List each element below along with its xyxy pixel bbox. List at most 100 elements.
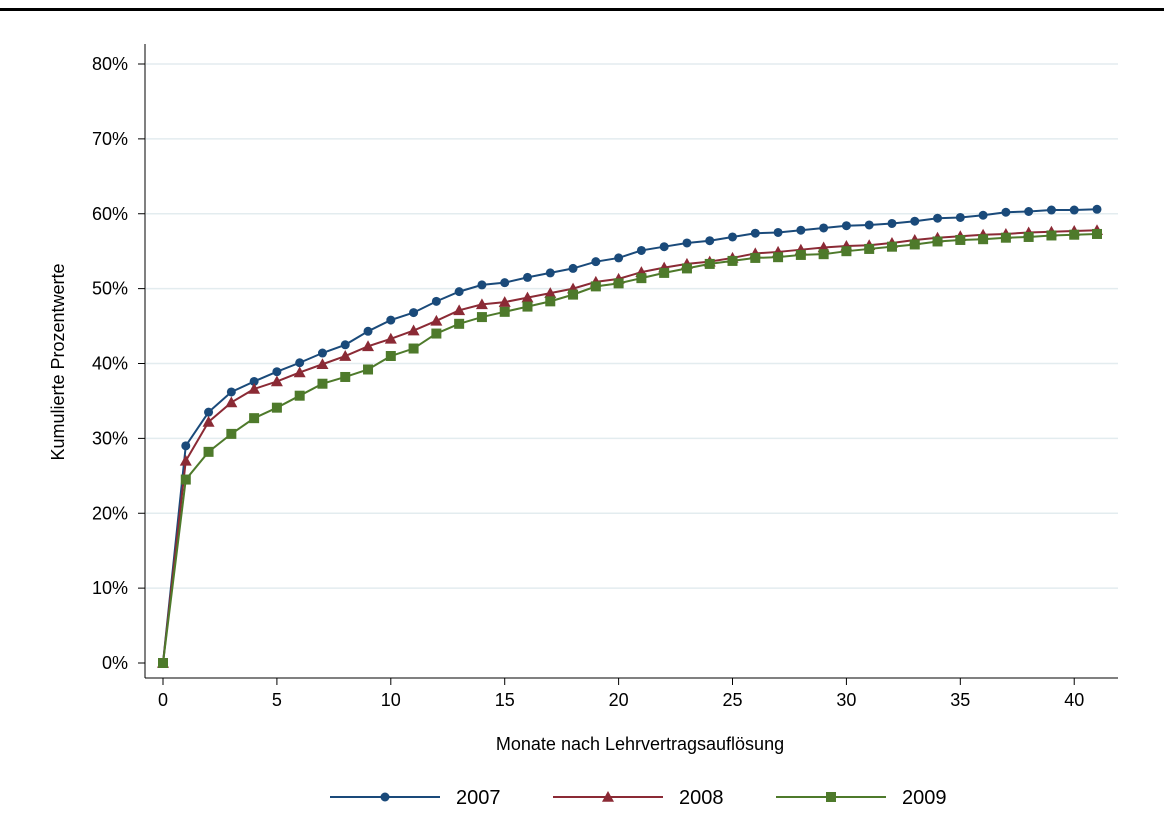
axes bbox=[144, 44, 1118, 679]
data-point bbox=[179, 454, 192, 466]
legend-marker bbox=[826, 792, 836, 802]
data-point bbox=[818, 249, 829, 260]
data-point bbox=[453, 304, 466, 316]
data-point bbox=[909, 239, 920, 250]
data-point bbox=[225, 396, 238, 408]
data-point bbox=[317, 348, 327, 358]
data-point bbox=[590, 281, 601, 292]
data-point bbox=[522, 272, 532, 282]
y-tick-label: 80% bbox=[92, 54, 128, 74]
data-point bbox=[933, 213, 943, 223]
data-point bbox=[1046, 205, 1056, 215]
data-point bbox=[636, 273, 647, 284]
data-point bbox=[431, 328, 442, 339]
data-point bbox=[932, 236, 943, 247]
data-point bbox=[500, 278, 510, 288]
data-point bbox=[955, 212, 965, 222]
data-point bbox=[545, 296, 556, 307]
data-point bbox=[705, 236, 715, 246]
y-tick-label: 40% bbox=[92, 354, 128, 374]
data-point bbox=[1024, 207, 1034, 217]
data-point bbox=[681, 263, 692, 274]
x-axis-title: Monate nach Lehrvertragsauflösung bbox=[496, 734, 784, 754]
data-point bbox=[568, 289, 579, 300]
data-point bbox=[1092, 204, 1102, 214]
data-point bbox=[477, 280, 487, 290]
data-point bbox=[613, 278, 624, 289]
data-point bbox=[796, 225, 806, 235]
data-point bbox=[181, 441, 191, 451]
data-point bbox=[454, 318, 465, 329]
legend-label: 2008 bbox=[679, 787, 724, 809]
data-point bbox=[384, 332, 397, 344]
x-tick-label: 40 bbox=[1064, 690, 1084, 710]
series-2008 bbox=[157, 224, 1103, 668]
data-point bbox=[955, 234, 966, 245]
grid-lines bbox=[146, 63, 1118, 589]
data-point bbox=[910, 216, 920, 226]
data-point bbox=[498, 296, 511, 307]
x-tick-label: 35 bbox=[950, 690, 970, 710]
x-tick-label: 10 bbox=[381, 690, 401, 710]
data-point bbox=[1092, 228, 1102, 239]
series-line bbox=[162, 229, 1098, 664]
data-point bbox=[682, 238, 692, 248]
data-point bbox=[795, 249, 806, 260]
legend-item-2007: 2007 bbox=[330, 787, 501, 809]
series-line bbox=[162, 232, 1098, 664]
x-tick-label: 25 bbox=[722, 690, 742, 710]
y-tick-label: 10% bbox=[92, 578, 128, 598]
y-axis-title: Kumulierte Prozentwerte bbox=[48, 263, 68, 460]
data-point bbox=[202, 415, 215, 427]
data-point bbox=[294, 390, 305, 401]
data-point bbox=[544, 287, 557, 298]
y-tick-label: 50% bbox=[92, 279, 128, 299]
data-point bbox=[522, 301, 533, 312]
y-tick-label: 30% bbox=[92, 428, 128, 448]
data-point bbox=[864, 243, 875, 254]
legend-label: 2009 bbox=[902, 787, 947, 809]
data-point bbox=[591, 257, 601, 267]
x-tick-label: 20 bbox=[609, 690, 629, 710]
data-point bbox=[978, 234, 989, 245]
data-point bbox=[499, 306, 510, 317]
legend-marker bbox=[380, 792, 390, 802]
data-point bbox=[614, 253, 624, 263]
x-tick-label: 0 bbox=[158, 690, 168, 710]
data-point bbox=[864, 220, 874, 230]
data-point bbox=[408, 343, 419, 354]
data-point bbox=[430, 314, 443, 326]
data-point bbox=[1001, 207, 1011, 217]
data-point bbox=[704, 258, 715, 269]
data-point bbox=[293, 366, 306, 378]
data-point bbox=[841, 221, 851, 231]
x-tick-label: 30 bbox=[836, 690, 856, 710]
data-point bbox=[270, 375, 283, 387]
y-axis-ticks: 0% 10% 20% 30% 40% 50% 60% 70% 80% bbox=[92, 54, 145, 673]
data-point bbox=[385, 351, 396, 362]
data-point bbox=[362, 340, 375, 352]
x-axis-ticks: 0 5 10 15 20 25 30 35 40 bbox=[158, 678, 1084, 710]
y-tick-label: 70% bbox=[92, 129, 128, 149]
data-point bbox=[340, 340, 350, 350]
y-tick-label: 20% bbox=[92, 503, 128, 523]
data-point bbox=[204, 407, 214, 417]
data-series bbox=[157, 204, 1103, 668]
legend-label: 2007 bbox=[456, 787, 501, 809]
series-line bbox=[162, 208, 1098, 664]
data-point bbox=[819, 223, 829, 233]
data-point bbox=[773, 252, 784, 263]
x-tick-label: 5 bbox=[272, 690, 282, 710]
legend-marker bbox=[602, 791, 614, 802]
data-point bbox=[317, 378, 328, 389]
data-point bbox=[316, 358, 329, 370]
data-point bbox=[1023, 231, 1034, 242]
data-point bbox=[1000, 232, 1011, 243]
data-point bbox=[248, 382, 261, 394]
data-point bbox=[659, 267, 670, 278]
data-point bbox=[180, 474, 191, 485]
data-point bbox=[339, 350, 352, 361]
data-point bbox=[1046, 230, 1057, 241]
data-point bbox=[1069, 205, 1079, 215]
